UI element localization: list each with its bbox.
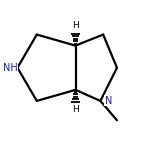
Text: H: H: [72, 105, 79, 114]
Text: NH: NH: [3, 63, 18, 73]
Text: H: H: [72, 21, 79, 30]
Text: N: N: [105, 96, 112, 106]
